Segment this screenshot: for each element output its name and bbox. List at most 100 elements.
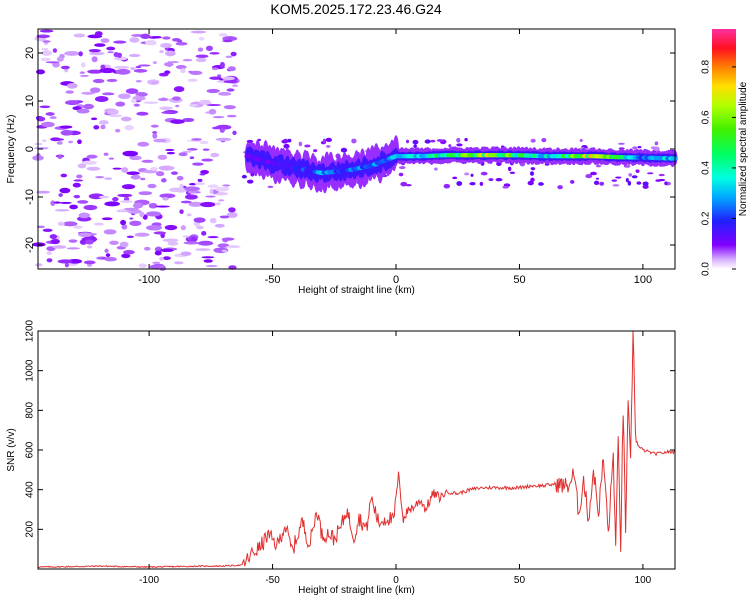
noise-blob bbox=[199, 173, 206, 176]
noise-blob bbox=[65, 90, 74, 94]
noise-blob bbox=[39, 29, 54, 33]
noise-blob bbox=[60, 129, 74, 136]
noise-blob bbox=[60, 173, 68, 178]
noise-blob bbox=[106, 109, 119, 115]
noise-blob bbox=[135, 92, 148, 97]
noise-blob bbox=[94, 95, 109, 102]
noise-blob bbox=[155, 171, 165, 177]
noise-blob bbox=[77, 163, 87, 169]
noise-blob bbox=[227, 66, 236, 72]
noise-blob bbox=[121, 253, 131, 259]
snr-x-label: Height of straight line (km) bbox=[298, 585, 415, 596]
noise-blob bbox=[205, 195, 216, 198]
noise-blob bbox=[507, 166, 512, 172]
noise-blob bbox=[211, 67, 219, 71]
noise-blob bbox=[115, 101, 126, 107]
noise-blob bbox=[162, 238, 179, 243]
noise-blob bbox=[198, 101, 212, 105]
noise-blob bbox=[527, 180, 534, 186]
noise-blob bbox=[83, 260, 96, 265]
noise-blob bbox=[456, 181, 463, 186]
noise-blob bbox=[60, 65, 70, 70]
noise-blob bbox=[102, 92, 115, 96]
spectrogram-x-axis: -100 -50 0 50 100 bbox=[138, 29, 652, 286]
noise-blob bbox=[106, 46, 116, 51]
noise-blob bbox=[207, 184, 219, 189]
noise-blob bbox=[495, 178, 503, 182]
noise-blob bbox=[133, 68, 148, 73]
noise-blob bbox=[226, 88, 235, 92]
noise-blob bbox=[658, 173, 665, 177]
noise-blob bbox=[121, 224, 128, 230]
noise-blob bbox=[180, 251, 192, 256]
colorbar-tick-label: 0.4 bbox=[701, 161, 712, 175]
noise-blob bbox=[326, 144, 331, 148]
noise-blob bbox=[68, 140, 74, 144]
noise-blob bbox=[178, 152, 188, 157]
noise-blob bbox=[612, 184, 620, 187]
noise-blob bbox=[635, 169, 640, 173]
noise-blob bbox=[141, 159, 154, 163]
noise-blob bbox=[636, 181, 642, 185]
noise-blob bbox=[98, 195, 110, 199]
noise-blob bbox=[36, 34, 50, 39]
noise-blob bbox=[64, 262, 69, 268]
noise-blob bbox=[123, 207, 139, 211]
noise-blob bbox=[36, 190, 51, 194]
noise-blob bbox=[186, 213, 192, 217]
noise-blob bbox=[176, 39, 183, 43]
noise-blob bbox=[538, 182, 544, 186]
noise-blob bbox=[119, 241, 129, 248]
noise-blob bbox=[664, 181, 668, 186]
noise-blob bbox=[205, 45, 213, 51]
noise-blob bbox=[91, 56, 98, 63]
noise-blob bbox=[81, 91, 95, 95]
y-tick-label: 800 bbox=[25, 402, 36, 419]
y-tick-label: 1000 bbox=[25, 359, 36, 382]
noise-blob bbox=[283, 143, 290, 149]
noise-blob bbox=[218, 33, 228, 37]
x-tick-label: -100 bbox=[138, 274, 160, 286]
noise-blob bbox=[34, 142, 43, 146]
noise-blob bbox=[488, 178, 494, 182]
spectrogram-x-label: Height of straight line (km) bbox=[298, 285, 415, 296]
noise-blob bbox=[436, 139, 444, 142]
noise-blob bbox=[138, 64, 151, 67]
noise-blob bbox=[164, 50, 176, 57]
y-tick-label: 0 bbox=[24, 146, 36, 152]
noise-blob bbox=[133, 103, 140, 107]
noise-blob bbox=[119, 209, 128, 212]
noise-blob bbox=[192, 162, 204, 166]
noise-blob bbox=[226, 114, 237, 118]
noise-blob bbox=[122, 150, 139, 157]
noise-blob bbox=[57, 154, 63, 160]
noise-blob bbox=[642, 184, 649, 189]
noise-blob bbox=[191, 138, 202, 141]
noise-blob bbox=[557, 185, 563, 190]
noise-blob bbox=[152, 261, 161, 264]
noise-blob bbox=[101, 217, 113, 221]
noise-blob bbox=[129, 37, 140, 43]
noise-blob bbox=[201, 231, 207, 236]
noise-blob bbox=[90, 117, 98, 121]
x-tick-label: -50 bbox=[265, 274, 281, 286]
noise-blob bbox=[100, 64, 106, 70]
noise-blob bbox=[406, 139, 410, 144]
noise-blob bbox=[83, 204, 98, 211]
noise-blob bbox=[413, 144, 417, 148]
noise-blob bbox=[59, 187, 71, 194]
noise-blob bbox=[52, 245, 67, 249]
noise-blob bbox=[595, 164, 601, 168]
noise-blob bbox=[135, 65, 142, 69]
noise-blob bbox=[615, 176, 622, 179]
noise-blob bbox=[152, 131, 158, 135]
noise-blob bbox=[65, 100, 80, 106]
noise-blob bbox=[148, 202, 158, 209]
noise-blob bbox=[226, 245, 241, 248]
noise-blob bbox=[36, 225, 45, 229]
noise-blob bbox=[103, 152, 109, 156]
noise-blob bbox=[93, 222, 105, 226]
noise-blob bbox=[208, 108, 217, 115]
noise-blob bbox=[80, 62, 86, 68]
